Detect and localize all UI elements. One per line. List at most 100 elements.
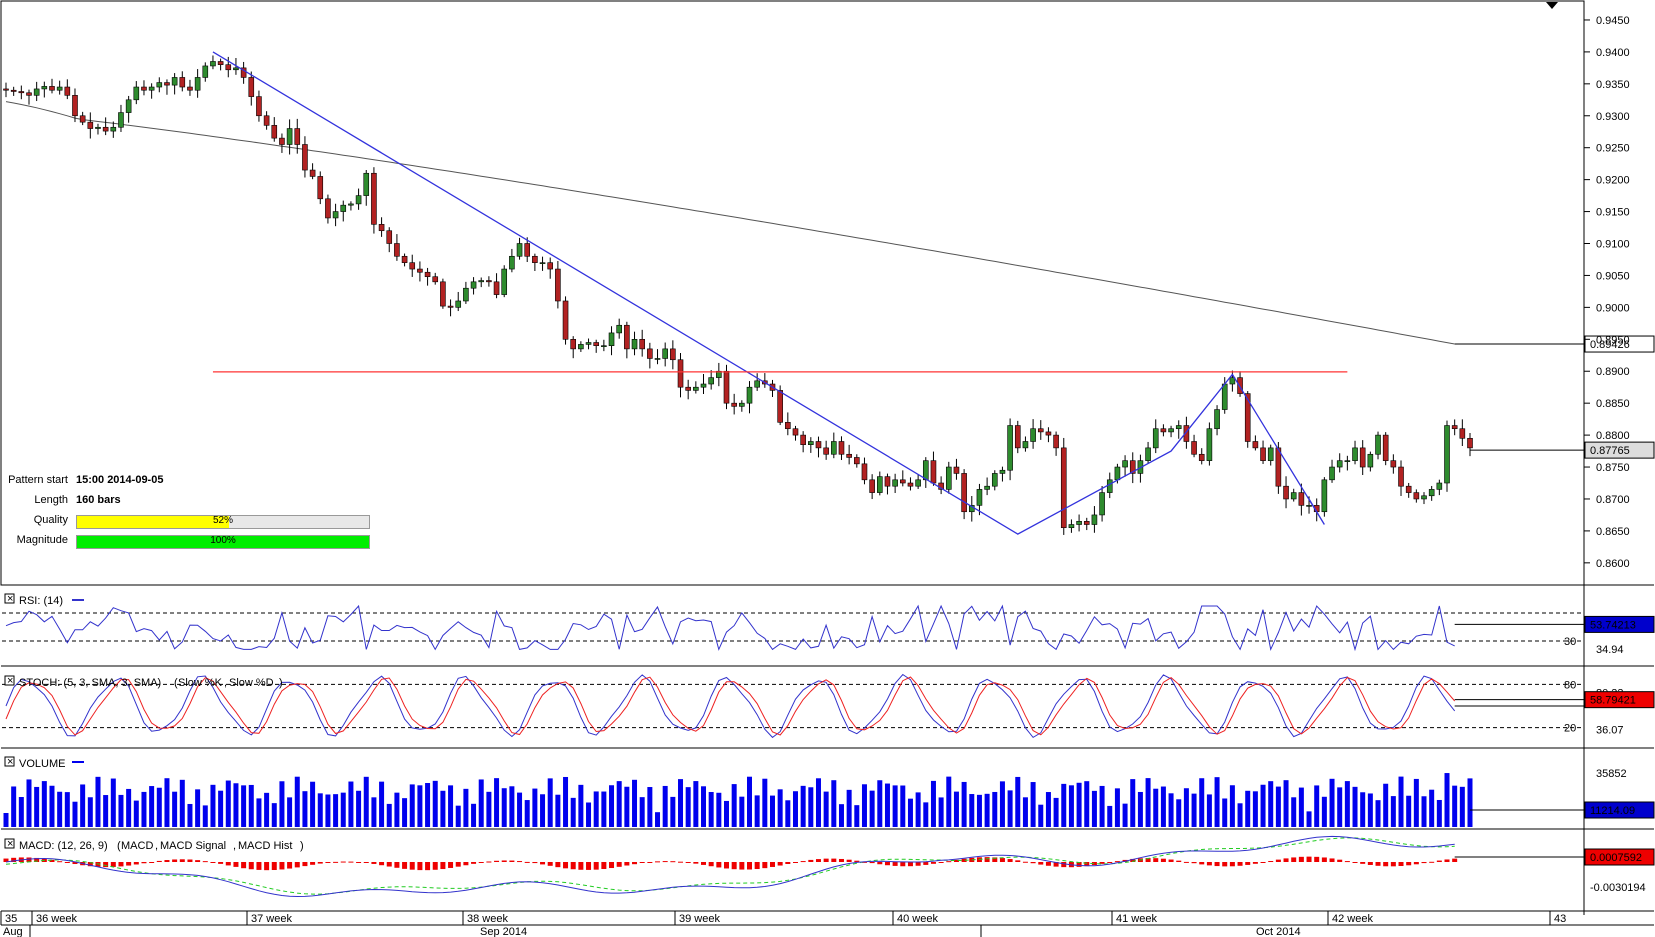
volume-bar bbox=[103, 795, 109, 827]
volume-bar bbox=[1375, 800, 1381, 827]
macd-title-text: MACD: (12, 26, 9) bbox=[19, 840, 108, 852]
candle bbox=[1168, 425, 1174, 438]
y-tick-label: 0.8700 bbox=[1596, 494, 1630, 506]
volume-bar bbox=[762, 778, 768, 827]
volume-title: × VOLUME bbox=[4, 756, 84, 770]
candle-down bbox=[838, 441, 845, 455]
volume-bar bbox=[264, 792, 270, 827]
candle bbox=[532, 253, 538, 272]
candle bbox=[1053, 431, 1059, 456]
candle-up bbox=[984, 485, 990, 490]
macd-hist-bar bbox=[402, 862, 408, 869]
scroll-marker-icon[interactable] bbox=[1546, 2, 1558, 9]
macd-hist-bar bbox=[1038, 862, 1044, 865]
candle bbox=[930, 451, 937, 486]
candle-down bbox=[570, 339, 577, 350]
macd-hist-bar bbox=[1114, 861, 1120, 863]
macd-hist-bar bbox=[884, 862, 890, 866]
candle bbox=[1375, 431, 1381, 460]
candle-down bbox=[899, 479, 906, 484]
volume-bar bbox=[938, 797, 944, 827]
macd-hist-bar bbox=[57, 861, 63, 863]
volume-value: 11214.09 bbox=[1590, 805, 1635, 817]
candle-up bbox=[601, 345, 607, 347]
macd-hist-bar bbox=[271, 862, 277, 871]
candle-down bbox=[49, 86, 55, 91]
svg-text:,: , bbox=[224, 677, 227, 689]
candle-up bbox=[1099, 492, 1105, 516]
candle bbox=[102, 117, 109, 136]
candle-down bbox=[486, 280, 492, 283]
pattern-start-row: Pattern start 15:00 2014-09-05 bbox=[6, 472, 386, 492]
volume-bar bbox=[746, 776, 752, 827]
svg-text:(: ( bbox=[117, 840, 121, 852]
week-label: 41 week bbox=[1116, 913, 1157, 925]
macd-panel: 0.0007592 -0.0030194 bbox=[3, 835, 1655, 898]
candle bbox=[156, 77, 163, 93]
candle bbox=[432, 272, 439, 285]
macd-label: MACD bbox=[121, 840, 153, 852]
volume-bar bbox=[869, 790, 875, 827]
volume-bar bbox=[179, 779, 185, 827]
candle-layer bbox=[3, 55, 1473, 535]
candle-down bbox=[294, 128, 301, 145]
volume-bar bbox=[540, 794, 546, 827]
volume-bar bbox=[907, 798, 913, 827]
volume-bar bbox=[884, 783, 890, 827]
candle bbox=[662, 342, 668, 367]
macd-hist-bar bbox=[1398, 862, 1404, 866]
rsi-level-label: 30 bbox=[1564, 636, 1576, 648]
volume-bar bbox=[478, 779, 484, 827]
candle-up bbox=[746, 386, 753, 404]
month-label: Aug bbox=[3, 926, 23, 937]
volume-bar bbox=[1245, 790, 1251, 827]
volume-bar bbox=[1421, 796, 1427, 827]
volume-bar bbox=[1314, 785, 1320, 827]
candle-up bbox=[1367, 453, 1374, 468]
macd-hist-bar bbox=[1329, 858, 1335, 862]
week-label: 39 week bbox=[679, 913, 720, 925]
candle bbox=[1467, 433, 1473, 457]
candle-down bbox=[1390, 460, 1397, 468]
volume-bar bbox=[1122, 803, 1128, 827]
ma-layer: 0.89426 bbox=[5, 101, 1655, 353]
rsi-panel: 30 34.94 53.74213 bbox=[2, 604, 1655, 656]
macd-hist-bar bbox=[754, 862, 760, 870]
macd-hist-bar bbox=[762, 862, 768, 869]
candle bbox=[317, 171, 324, 205]
volume-bar bbox=[440, 790, 446, 827]
magnitude-bar-fill bbox=[77, 536, 369, 548]
macd-hist-bar bbox=[440, 862, 446, 870]
volume-bar bbox=[1130, 779, 1136, 827]
svg-text:,: , bbox=[155, 840, 158, 852]
ma-line bbox=[5, 101, 1455, 345]
candle bbox=[1329, 459, 1335, 483]
candle bbox=[968, 496, 975, 522]
candle-up bbox=[1091, 514, 1098, 525]
macd-hist-bar bbox=[95, 862, 101, 867]
candle-up bbox=[1229, 377, 1236, 385]
macd-hist-bar bbox=[348, 861, 354, 863]
candle bbox=[915, 474, 921, 489]
candle-down bbox=[532, 255, 538, 263]
macd-hist-bar bbox=[264, 862, 270, 871]
y-tick-label: 0.8800 bbox=[1596, 430, 1630, 442]
volume-bar bbox=[831, 780, 837, 827]
candle bbox=[217, 58, 224, 71]
candle-down bbox=[593, 342, 599, 346]
candle-up bbox=[1344, 460, 1351, 462]
candle-down bbox=[1198, 453, 1205, 461]
volume-bar bbox=[547, 778, 553, 827]
candle bbox=[938, 476, 944, 495]
macd-hist-bar bbox=[639, 862, 645, 863]
volume-bar bbox=[218, 790, 224, 827]
macd-hist-bar bbox=[1383, 862, 1389, 867]
volume-bar bbox=[87, 797, 93, 827]
candle-up bbox=[1214, 409, 1220, 430]
candle-up bbox=[41, 86, 48, 90]
macd-hist-bar bbox=[126, 862, 132, 866]
magnitude-bar: 100% bbox=[76, 535, 370, 549]
magnitude-percent: 100% bbox=[210, 535, 236, 546]
candle bbox=[394, 234, 400, 261]
candle-up bbox=[1168, 428, 1174, 433]
